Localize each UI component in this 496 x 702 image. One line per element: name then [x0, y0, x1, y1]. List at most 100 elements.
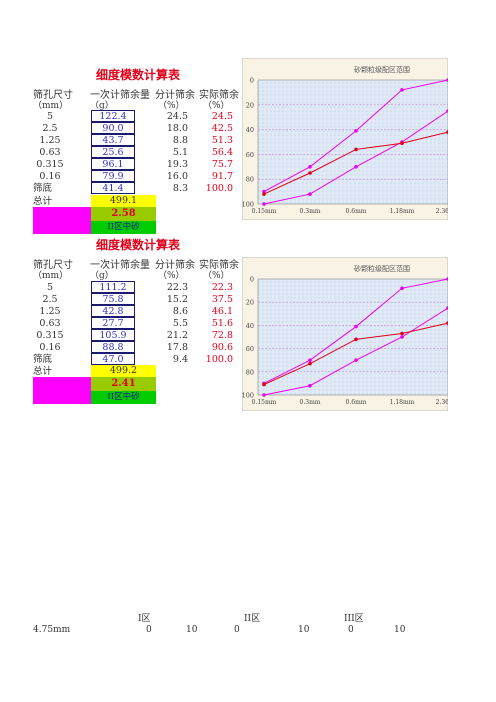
- pan-mass-cell[interactable]: 41.4: [91, 182, 135, 194]
- sieve-size: 5: [46, 282, 54, 293]
- data-point: [446, 78, 448, 82]
- data-point: [446, 277, 448, 281]
- sieve-mass-cell[interactable]: 111.2: [91, 281, 135, 293]
- sieve-row: 5 122.4 24.5 24.5: [0, 110, 240, 123]
- fineness-modulus: 2.58: [91, 207, 156, 221]
- data-point: [262, 202, 266, 206]
- data-point: [308, 192, 312, 196]
- data-point: [446, 130, 448, 134]
- pan-cumulative: 100.0: [205, 183, 233, 194]
- x-tick-label: 0.6mm: [346, 208, 367, 215]
- table-1: 细度模数计算表 筛孔尺寸 一次计筛余量 分计筛余 实际筛余 （mm） （g） （…: [0, 0, 240, 240]
- sieve-mass-cell[interactable]: 75.8: [91, 293, 135, 305]
- sieve-row: 0.16 79.9 16.0 91.7: [0, 170, 240, 183]
- x-tick-label: 0.15mm: [252, 208, 277, 215]
- sieve-row: 0.63 25.6 5.1 56.4: [0, 146, 240, 159]
- header-sieve: 筛孔尺寸: [33, 90, 73, 101]
- sieve-mass-cell[interactable]: 90.0: [91, 122, 135, 134]
- data-point: [354, 147, 358, 152]
- fineness-modulus: 2.41: [91, 377, 156, 391]
- total-label: 总计: [33, 196, 53, 207]
- data-point: [354, 337, 358, 342]
- data-point: [262, 189, 266, 194]
- zone-row-label: 4.75mm: [33, 625, 71, 635]
- sieve-mass-cell[interactable]: 96.1: [91, 158, 135, 170]
- sieve-row: 2.5 75.8 15.2 37.5: [0, 293, 240, 306]
- individual-retained: 24.5: [166, 111, 188, 122]
- sieve-size: 0.315: [36, 330, 64, 341]
- cumulative-retained: 51.3: [211, 135, 233, 146]
- sieve-row: 0.63 27.7 5.5 51.6: [0, 317, 240, 330]
- y-tick-label: 40: [246, 126, 254, 134]
- sieve-mass-cell[interactable]: 43.7: [91, 134, 135, 146]
- sieve-size: 2.5: [42, 123, 58, 134]
- zone-value: 10: [186, 625, 198, 635]
- data-point: [400, 331, 404, 336]
- sieve-size: 1.25: [39, 135, 61, 146]
- sieve-row: 5 111.2 22.3 22.3: [0, 281, 240, 294]
- x-tick-label: 1.18mm: [390, 399, 415, 406]
- cumulative-retained: 51.6: [211, 318, 233, 329]
- data-point: [446, 321, 448, 325]
- header-sieve-unit: （mm）: [33, 271, 69, 281]
- plot-area: [257, 79, 448, 205]
- header-individual: 分计筛余: [155, 90, 195, 101]
- header-cumulative: 实际筛余: [199, 90, 239, 101]
- data-point: [354, 165, 358, 169]
- fineness-label-box: [33, 377, 91, 391]
- cumulative-retained: 72.8: [211, 330, 233, 341]
- pan-row: 筛底 47.0 9.4 100.0: [0, 353, 240, 366]
- y-tick-label: 60: [246, 151, 254, 159]
- total-value: 499.2: [91, 365, 156, 377]
- data-point: [354, 129, 358, 133]
- header-mass-unit: （g）: [90, 101, 114, 111]
- sieve-mass-cell[interactable]: 79.9: [91, 170, 135, 182]
- cumulative-retained: 42.5: [211, 123, 233, 134]
- header-mass-unit: （g）: [90, 271, 114, 281]
- header-cumulative-unit: （%）: [203, 101, 230, 111]
- data-point: [308, 361, 312, 366]
- individual-retained: 16.0: [166, 171, 188, 182]
- cumulative-retained: 56.4: [211, 147, 233, 158]
- cumulative-retained: 91.7: [211, 171, 233, 182]
- x-tick-label: 0.15mm: [252, 399, 277, 406]
- individual-retained: 18.0: [166, 123, 188, 134]
- x-tick-label: 2.36mm: [436, 399, 448, 406]
- table-title: 细度模数计算表: [96, 68, 181, 82]
- y-tick-label: 100: [242, 392, 254, 400]
- sieve-size: 0.63: [39, 147, 61, 158]
- cumulative-retained: 75.7: [211, 159, 233, 170]
- chart-title: 砂颗粒级配区范围: [354, 264, 410, 273]
- sieve-mass-cell[interactable]: 42.8: [91, 305, 135, 317]
- y-tick-label: 0: [250, 77, 254, 85]
- sieve-mass-cell[interactable]: 88.8: [91, 341, 135, 353]
- sieve-mass-cell[interactable]: 122.4: [91, 110, 135, 122]
- sieve-mass-cell[interactable]: 25.6: [91, 146, 135, 158]
- y-tick-label: 100: [242, 201, 254, 209]
- header-individual: 分计筛余: [155, 260, 195, 271]
- data-point: [446, 306, 448, 310]
- pan-row: 筛底 41.4 8.3 100.0: [0, 182, 240, 195]
- sieve-row: 1.25 42.8 8.6 46.1: [0, 305, 240, 318]
- y-tick-label: 40: [246, 322, 254, 330]
- total-row: 总计 499.2: [0, 365, 240, 378]
- zone-value: 0: [146, 625, 152, 635]
- sieve-size: 2.5: [42, 294, 58, 305]
- individual-retained: 8.6: [172, 306, 188, 317]
- data-point: [400, 141, 404, 146]
- data-point: [308, 171, 312, 175]
- sieve-mass-cell[interactable]: 27.7: [91, 317, 135, 329]
- x-tick-label: 1.18mm: [390, 208, 415, 215]
- data-point: [308, 358, 312, 362]
- y-tick-label: 20: [246, 101, 254, 109]
- total-row: 总计 499.1: [0, 195, 240, 208]
- cumulative-retained: 46.1: [211, 306, 233, 317]
- zone-header-1: I区: [138, 614, 151, 624]
- pan-mass-cell[interactable]: 47.0: [91, 353, 135, 365]
- sieve-size: 5: [46, 111, 54, 122]
- sieve-mass-cell[interactable]: 105.9: [91, 329, 135, 341]
- fineness-label-box: [33, 207, 91, 221]
- classification-label-box: [33, 221, 91, 234]
- sieve-row: 2.5 90.0 18.0 42.5: [0, 122, 240, 135]
